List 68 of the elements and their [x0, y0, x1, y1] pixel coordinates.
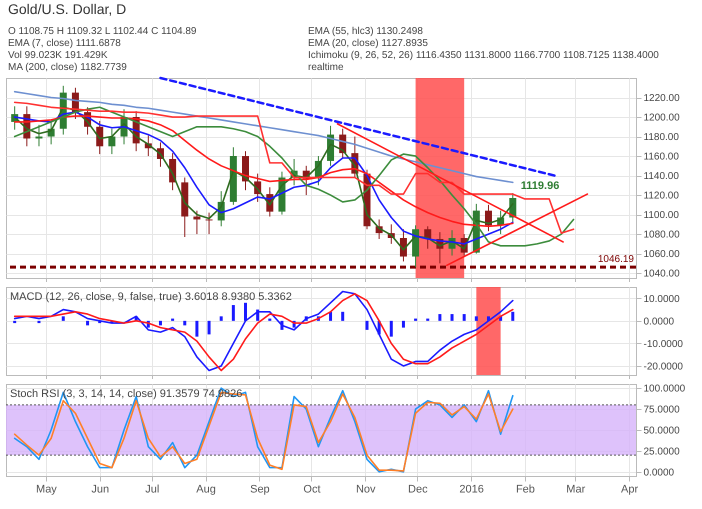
y-tick-label: 1160.00: [644, 152, 680, 163]
candlestick: [206, 212, 213, 235]
bar: [86, 320, 90, 326]
bar: [365, 320, 368, 330]
x-tick-label: Feb: [516, 484, 535, 496]
bar: [462, 314, 466, 321]
y-tick-label: 0.0000: [644, 316, 675, 328]
bar: [158, 320, 162, 326]
bar: [341, 312, 344, 321]
bar: [183, 320, 186, 326]
y-tick-label: 0.0000: [644, 467, 675, 478]
text: Ichimoku (9, 26, 52, 26) 1116.4350 1131.8000 1166.7700 1108.7125 1138.4000: [308, 50, 660, 61]
text: O 1108.75 H 1109.32 L 1102.44 C 1104.89: [8, 26, 197, 37]
y-tick-label: 75.0000: [644, 404, 680, 416]
annotation: 1119.96: [520, 180, 560, 192]
candlestick: [484, 204, 492, 232]
candlestick: [35, 124, 42, 147]
x-tick-label: Jul: [145, 484, 160, 496]
annotation: MACD (12, 26, close, 9, false, true) 3.6018 8.9380 5.3362: [10, 291, 292, 303]
y-tick-label: 1080.00: [644, 230, 680, 241]
x-tick-label: Apr: [620, 484, 638, 496]
bar: [511, 312, 514, 321]
candlestick: [108, 128, 116, 155]
x-tick-label: Oct: [303, 484, 321, 496]
text: Vol 99.023K 191.429K: [8, 50, 108, 61]
bar: [450, 314, 454, 321]
x-tick-label: Aug: [196, 484, 216, 496]
y-tick-label: 1060.00: [644, 249, 680, 260]
y-tick-label: 50.0000: [644, 426, 680, 436]
ref-line-label: 1046.19: [598, 254, 634, 266]
x-tick-label: Jun: [91, 484, 110, 496]
text: realtime: [308, 62, 344, 73]
bar: [232, 305, 235, 321]
y-tick-label: -20.0000: [644, 361, 684, 372]
text: EMA (20, close) 1127.8935: [308, 38, 428, 49]
bar: [195, 320, 198, 337]
y-tick-label: 1140.00: [644, 171, 680, 182]
bar: [62, 316, 65, 321]
y-tick-label: 25.0000: [644, 446, 680, 458]
candlestick: [193, 210, 200, 235]
bar: [390, 320, 393, 337]
bar: [438, 314, 442, 321]
bar: [208, 320, 211, 334]
bar: [244, 302, 248, 321]
x-tick-label: Mar: [566, 484, 586, 496]
y-tick-label: 1040.00: [644, 268, 680, 280]
y-tick-label: 1100.00: [644, 210, 680, 222]
bar: [402, 320, 405, 328]
bar: [474, 316, 478, 321]
y-tick-label: 1180.00: [644, 132, 680, 144]
x-tick-label: May: [36, 484, 58, 496]
text: EMA (55, hlc3) 1130.2498: [308, 26, 424, 37]
x-tick-label: Nov: [356, 484, 376, 496]
y-tick-label: 1220.00: [644, 93, 680, 104]
x-tick-label: Dec: [408, 484, 428, 496]
x-tick-label: 2016: [459, 484, 484, 496]
bar: [220, 316, 223, 321]
y-tick-label: 1120.00: [644, 190, 680, 202]
line-series: [14, 90, 514, 184]
y-tick-label: -10.0000: [644, 338, 684, 350]
x-tick-label: Sep: [250, 484, 270, 496]
text: MA (200, close) 1182.7739: [8, 62, 128, 73]
y-tick-label: 10.0000: [644, 294, 680, 305]
chart-title: Gold/U.S. Dollar, D: [8, 1, 126, 17]
bar: [329, 312, 332, 321]
y-tick-label: 1200.00: [644, 112, 680, 124]
text: EMA (7, close) 1111.6878: [8, 38, 122, 49]
y-tick-label: 100.0000: [644, 384, 686, 395]
